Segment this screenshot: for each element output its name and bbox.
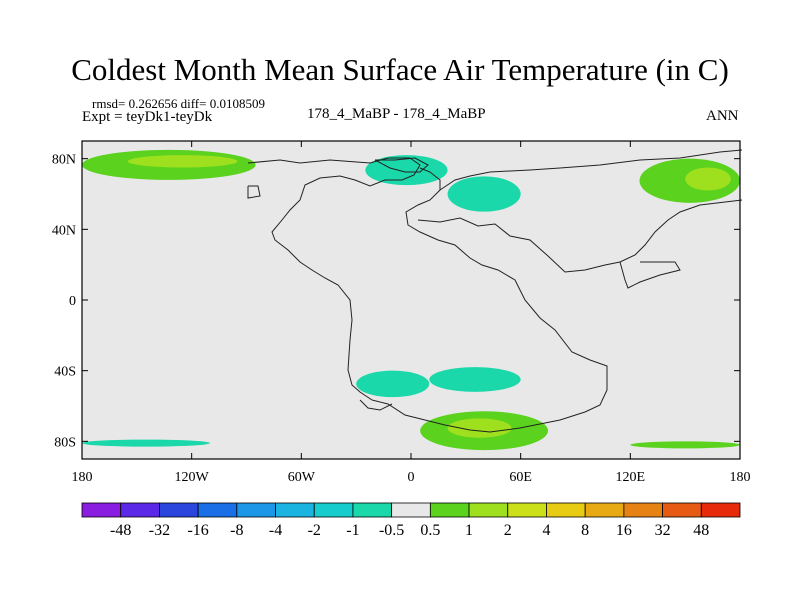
x-tick-label: 120E: [616, 470, 646, 485]
coastline-eurasia: [439, 149, 743, 191]
colorbar-swatch: [159, 502, 199, 518]
colorbar-label: 4: [542, 522, 550, 539]
colorbar-swatch: [236, 502, 276, 518]
coastline-india: [619, 261, 681, 289]
map-fill-layer: [82, 141, 741, 459]
x-tick-label: 60E: [509, 470, 532, 485]
coastline-alaska-islands: [247, 185, 261, 199]
colorbar-swatch: [352, 502, 393, 518]
anomaly-region-arctic-siberia: [447, 176, 521, 212]
y-tick-label: 40S: [54, 365, 76, 380]
anomaly-region-southern-ocean-indian: [429, 367, 521, 392]
colorbar-label: 48: [693, 522, 709, 539]
colorbar-swatch: [197, 502, 238, 518]
anomaly-region-arctic-northwest-core: [127, 155, 238, 168]
colorbar-swatch: [584, 502, 625, 518]
colorbar-label: 32: [655, 522, 671, 539]
colorbar-swatch: [429, 502, 470, 518]
colorbar-swatch: [275, 502, 315, 518]
colorbar-label: -32: [149, 522, 170, 539]
colorbar-swatch: [313, 502, 354, 518]
coastline-layer: [247, 149, 743, 433]
x-tick-label: 180: [730, 470, 751, 485]
colorbar-label: -4: [269, 522, 282, 539]
coastline-greenland: [374, 157, 429, 173]
y-axis: 80N 40N 0 40S 80S: [52, 153, 740, 450]
anomaly-region-antarctic-coast: [82, 439, 210, 447]
y-tick-label: 80N: [52, 153, 76, 168]
center-label: 178_4_MaBP - 178_4_MaBP: [307, 106, 486, 122]
coastline-south-america-east: [371, 167, 608, 433]
anomaly-region-southern-ocean-south-atlantic: [356, 370, 430, 398]
x-tick-label: 60W: [288, 470, 316, 485]
colorbar-label: 0.5: [420, 522, 440, 539]
stats-label: rmsd= 0.262656 diff= 0.0108509: [92, 96, 265, 111]
chart-title: Coldest Month Mean Surface Air Temperatu…: [71, 52, 729, 87]
colorbar-swatch: [700, 502, 741, 518]
colorbar-swatch: [662, 502, 702, 518]
coastline-antarctic-peninsula: [359, 399, 393, 411]
colorbar-label: 2: [504, 522, 512, 539]
y-tick-label: 0: [69, 294, 76, 309]
coastline-asia-south: [417, 199, 743, 273]
season-label: ANN: [706, 108, 739, 124]
colorbar-swatch: [546, 502, 586, 518]
x-tick-label: 0: [408, 470, 415, 485]
colorbar: -48 -32 -16 -8 -4 -2 -1 -0.5 0.5 1 2 4 8 16 32 48: [81, 502, 741, 539]
colorbar-label: -16: [187, 522, 208, 539]
colorbar-swatch: [623, 502, 663, 518]
colorbar-label: -0.5: [379, 522, 404, 539]
colorbar-label: -2: [308, 522, 321, 539]
anomaly-region-southern-ocean-weddell-core: [447, 418, 512, 438]
x-tick-label: 120W: [175, 470, 210, 485]
colorbar-swatch: [391, 502, 431, 518]
anomaly-region-arctic-northeast-core: [685, 167, 731, 191]
experiment-label: Expt = teyDk1-teyDk: [82, 109, 213, 125]
x-axis: 180 120W 60W 0 60E 120E 180: [72, 141, 751, 485]
coastline-north-america: [247, 157, 421, 401]
anomaly-region-arctic-north-atlantic: [365, 155, 448, 186]
anomaly-region-antarctic-east: [630, 441, 741, 449]
x-tick-label: 180: [72, 470, 93, 485]
y-tick-label: 80S: [54, 435, 76, 450]
colorbar-label: -48: [110, 522, 131, 539]
colorbar-label: 1: [465, 522, 473, 539]
colorbar-label: 8: [581, 522, 589, 539]
colorbar-label: 16: [616, 522, 632, 539]
y-tick-label: 40N: [52, 223, 76, 238]
colorbar-label: -8: [230, 522, 243, 539]
colorbar-label: -1: [346, 522, 359, 539]
colorbar-swatch: [507, 502, 547, 518]
colorbar-swatch: [81, 502, 122, 518]
colorbar-swatch: [120, 502, 160, 518]
map-background: [82, 141, 740, 459]
colorbar-swatch: [468, 502, 509, 518]
